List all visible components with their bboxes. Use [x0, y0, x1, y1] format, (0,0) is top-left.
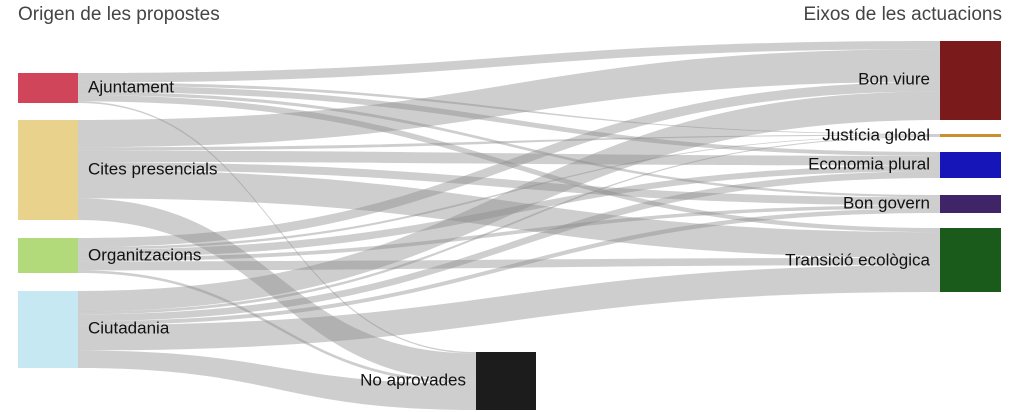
- label-organitz: Organitzacions: [88, 245, 201, 264]
- node-economia: [940, 152, 1001, 178]
- label-ciutadania: Ciutadania: [88, 318, 170, 337]
- node-transicio: [940, 228, 1001, 292]
- link-ajuntament-bonviure: [78, 41, 940, 83]
- label-bonviure: Bon viure: [858, 69, 930, 88]
- link-organitz-bonviure: [78, 81, 940, 248]
- link-cites-justicia: [78, 134, 940, 151]
- node-bonviure: [940, 41, 1001, 120]
- left-column-header: Origen de les propostes: [18, 4, 220, 25]
- link-organitz-justicia: [78, 135, 940, 250]
- link-ciutadania-bonviure: [78, 91, 940, 312]
- link-ajuntament-economia: [78, 85, 940, 156]
- link-organitz-noaprov: [78, 270, 476, 384]
- node-ciutadania: [18, 291, 78, 368]
- node-justicia: [940, 134, 1001, 137]
- sankey-links: [78, 41, 940, 410]
- link-cites-economia: [78, 150, 940, 166]
- link-ciutadania-justicia: [78, 136, 940, 315]
- link-ajuntament-justicia: [78, 82, 940, 135]
- link-cites-bongovern: [78, 162, 940, 206]
- link-ajuntament-transicio: [78, 95, 940, 233]
- node-bongovern: [940, 195, 1001, 213]
- link-organitz-bongovern: [78, 205, 940, 262]
- link-cites-noaprov: [78, 198, 476, 381]
- link-organitz-transicio: [78, 257, 940, 271]
- link-ciutadania-economia: [78, 171, 940, 322]
- sankey-labels: Ajuntament Cites presencials Organitzacion…: [88, 69, 931, 389]
- link-organitz-economia: [78, 165, 940, 258]
- node-ajuntament: [18, 73, 78, 103]
- label-noaprov: No aprovades: [360, 370, 466, 389]
- node-cites: [18, 120, 78, 220]
- link-cites-transicio: [78, 170, 940, 258]
- link-cites-bonviure: [78, 49, 940, 148]
- label-economia: Economia plural: [808, 154, 930, 173]
- link-ajuntament-noaprov: [78, 101, 476, 354]
- node-noaprov: [476, 352, 536, 410]
- right-column-header: Eixos de les actuacions: [803, 4, 1002, 25]
- node-organitz: [18, 238, 78, 273]
- link-ciutadania-noaprov: [78, 350, 476, 410]
- link-ciutadania-transicio: [78, 265, 940, 351]
- label-bongovern: Bon govern: [843, 193, 930, 212]
- label-cites: Cites presencials: [88, 159, 217, 178]
- label-justicia: Justícia global: [822, 125, 930, 144]
- link-ajuntament-bongovern: [78, 91, 940, 198]
- link-ciutadania-bongovern: [78, 208, 940, 326]
- sankey-nodes: [18, 41, 1001, 410]
- label-transicio: Transició ecològica: [785, 250, 930, 269]
- label-ajuntament: Ajuntament: [88, 77, 174, 96]
